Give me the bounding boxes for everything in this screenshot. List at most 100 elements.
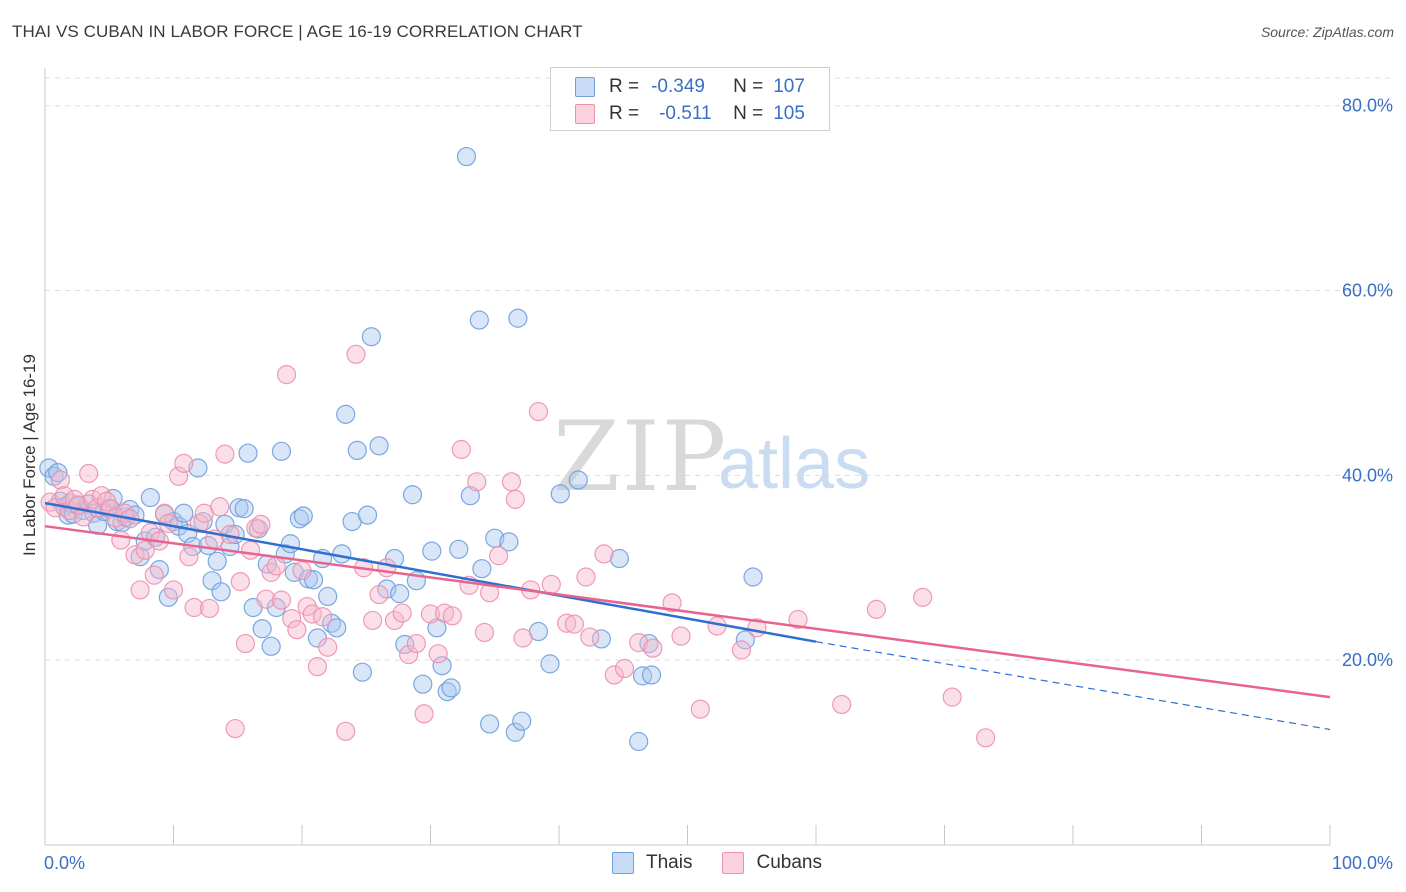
thais-point xyxy=(347,440,367,461)
cubans-point xyxy=(241,540,261,560)
thais-point xyxy=(234,499,254,519)
cubans-point xyxy=(54,486,74,506)
series-legend: Thais Cubans xyxy=(612,852,852,874)
cubans-point xyxy=(246,518,266,538)
cubans-point xyxy=(501,472,522,492)
thais-point xyxy=(318,586,338,607)
cubans-point xyxy=(474,622,495,643)
cubans-point xyxy=(111,530,131,550)
cubans-point xyxy=(414,704,434,724)
thais-n-label: N = xyxy=(733,76,764,97)
thais-point xyxy=(422,541,442,561)
cubans-point xyxy=(266,556,286,576)
cubans-point xyxy=(318,637,338,657)
cubans-point xyxy=(435,603,455,623)
thais-point xyxy=(550,484,570,504)
cubans-point xyxy=(346,344,366,364)
cubans-point xyxy=(271,590,292,610)
thais-point xyxy=(48,462,68,483)
cubans-point xyxy=(79,463,99,484)
cubans-point xyxy=(942,687,962,707)
cubans-point xyxy=(210,497,230,517)
y-tick-label: 60.0% xyxy=(1342,281,1393,301)
cubans-point xyxy=(643,638,663,658)
cubans-point xyxy=(832,694,852,715)
cubans-point xyxy=(557,613,577,633)
cubans-point xyxy=(442,606,462,626)
cubans-point xyxy=(174,453,194,473)
thais-point xyxy=(449,539,469,559)
thais-point xyxy=(149,560,169,580)
source-label: Source: ZipAtlas.com xyxy=(1260,24,1394,40)
chart-title: THAI VS CUBAN IN LABOR FORCE | AGE 16-19… xyxy=(12,22,583,41)
thais-point xyxy=(211,582,231,602)
y-tick-label: 40.0% xyxy=(1342,465,1393,485)
cubans-point xyxy=(251,514,271,534)
thais-point xyxy=(261,636,281,656)
cubans-point xyxy=(256,589,276,609)
thais-point xyxy=(357,505,378,525)
cubans-point xyxy=(788,609,808,630)
thais-point xyxy=(238,443,258,463)
cubans-point xyxy=(179,547,199,567)
cubans-point xyxy=(399,645,419,665)
thais-trend-line xyxy=(44,501,817,643)
thais-point xyxy=(480,714,500,734)
cubans-point xyxy=(428,644,448,664)
cubans-point xyxy=(629,633,649,653)
thais-point xyxy=(327,618,347,638)
thais-point xyxy=(369,436,389,456)
legend-item-cubans: Cubans xyxy=(722,852,822,874)
thais-point xyxy=(743,567,763,587)
cubans-trend-line xyxy=(44,524,1331,699)
y-axis-label: In Labor Force | Age 16-19 xyxy=(20,354,39,556)
thais-point xyxy=(413,674,433,694)
cubans-point xyxy=(73,507,94,527)
cubans-point xyxy=(50,470,71,490)
cubans-point xyxy=(225,718,245,739)
legend-row-cubans: R = -0.511 N = 105 xyxy=(575,101,805,127)
thais-point xyxy=(432,656,452,676)
thais-point xyxy=(609,548,629,569)
cubans-point xyxy=(604,665,624,685)
thais-point xyxy=(252,619,272,639)
thais-point xyxy=(332,544,352,564)
thais-point xyxy=(271,441,292,461)
thais-point xyxy=(735,630,755,650)
thais-point xyxy=(568,470,588,490)
cubans-point xyxy=(336,721,356,741)
cubans-point xyxy=(731,640,752,660)
cubans-point xyxy=(392,603,412,623)
thais-point xyxy=(174,503,194,523)
cubans-r-label: R = xyxy=(609,103,640,124)
thais-point xyxy=(469,310,489,330)
cubans-point xyxy=(564,614,585,634)
cubans-point xyxy=(282,608,302,629)
thais-point xyxy=(188,458,208,478)
cubans-point xyxy=(420,604,441,624)
cubans-swatch xyxy=(575,104,595,124)
cubans-point xyxy=(154,503,175,523)
cubans-point xyxy=(144,565,164,585)
cubans-point xyxy=(215,444,235,464)
thais-point xyxy=(512,711,532,731)
x-tick-label-min: 0.0% xyxy=(44,853,85,873)
thais-n-value: 107 xyxy=(773,76,805,97)
y-tick-label: 20.0% xyxy=(1342,650,1393,670)
cubans-point xyxy=(580,627,600,647)
cubans-point xyxy=(451,439,471,460)
watermark-zip: ZIP xyxy=(553,401,728,513)
cubans-point xyxy=(671,626,691,646)
cubans-point xyxy=(261,562,281,582)
cubans-point xyxy=(230,572,250,592)
thais-trend-extension xyxy=(815,641,1331,731)
thais-point xyxy=(390,584,410,604)
cubans-point xyxy=(976,728,996,748)
legend-row-thais: R = -0.349 N = 107 xyxy=(575,74,805,100)
cubans-point xyxy=(307,657,328,677)
cubans-point xyxy=(189,513,209,534)
cubans-point xyxy=(690,699,710,719)
legend-thais-label: Thais xyxy=(646,852,693,873)
thais-point xyxy=(361,327,381,347)
